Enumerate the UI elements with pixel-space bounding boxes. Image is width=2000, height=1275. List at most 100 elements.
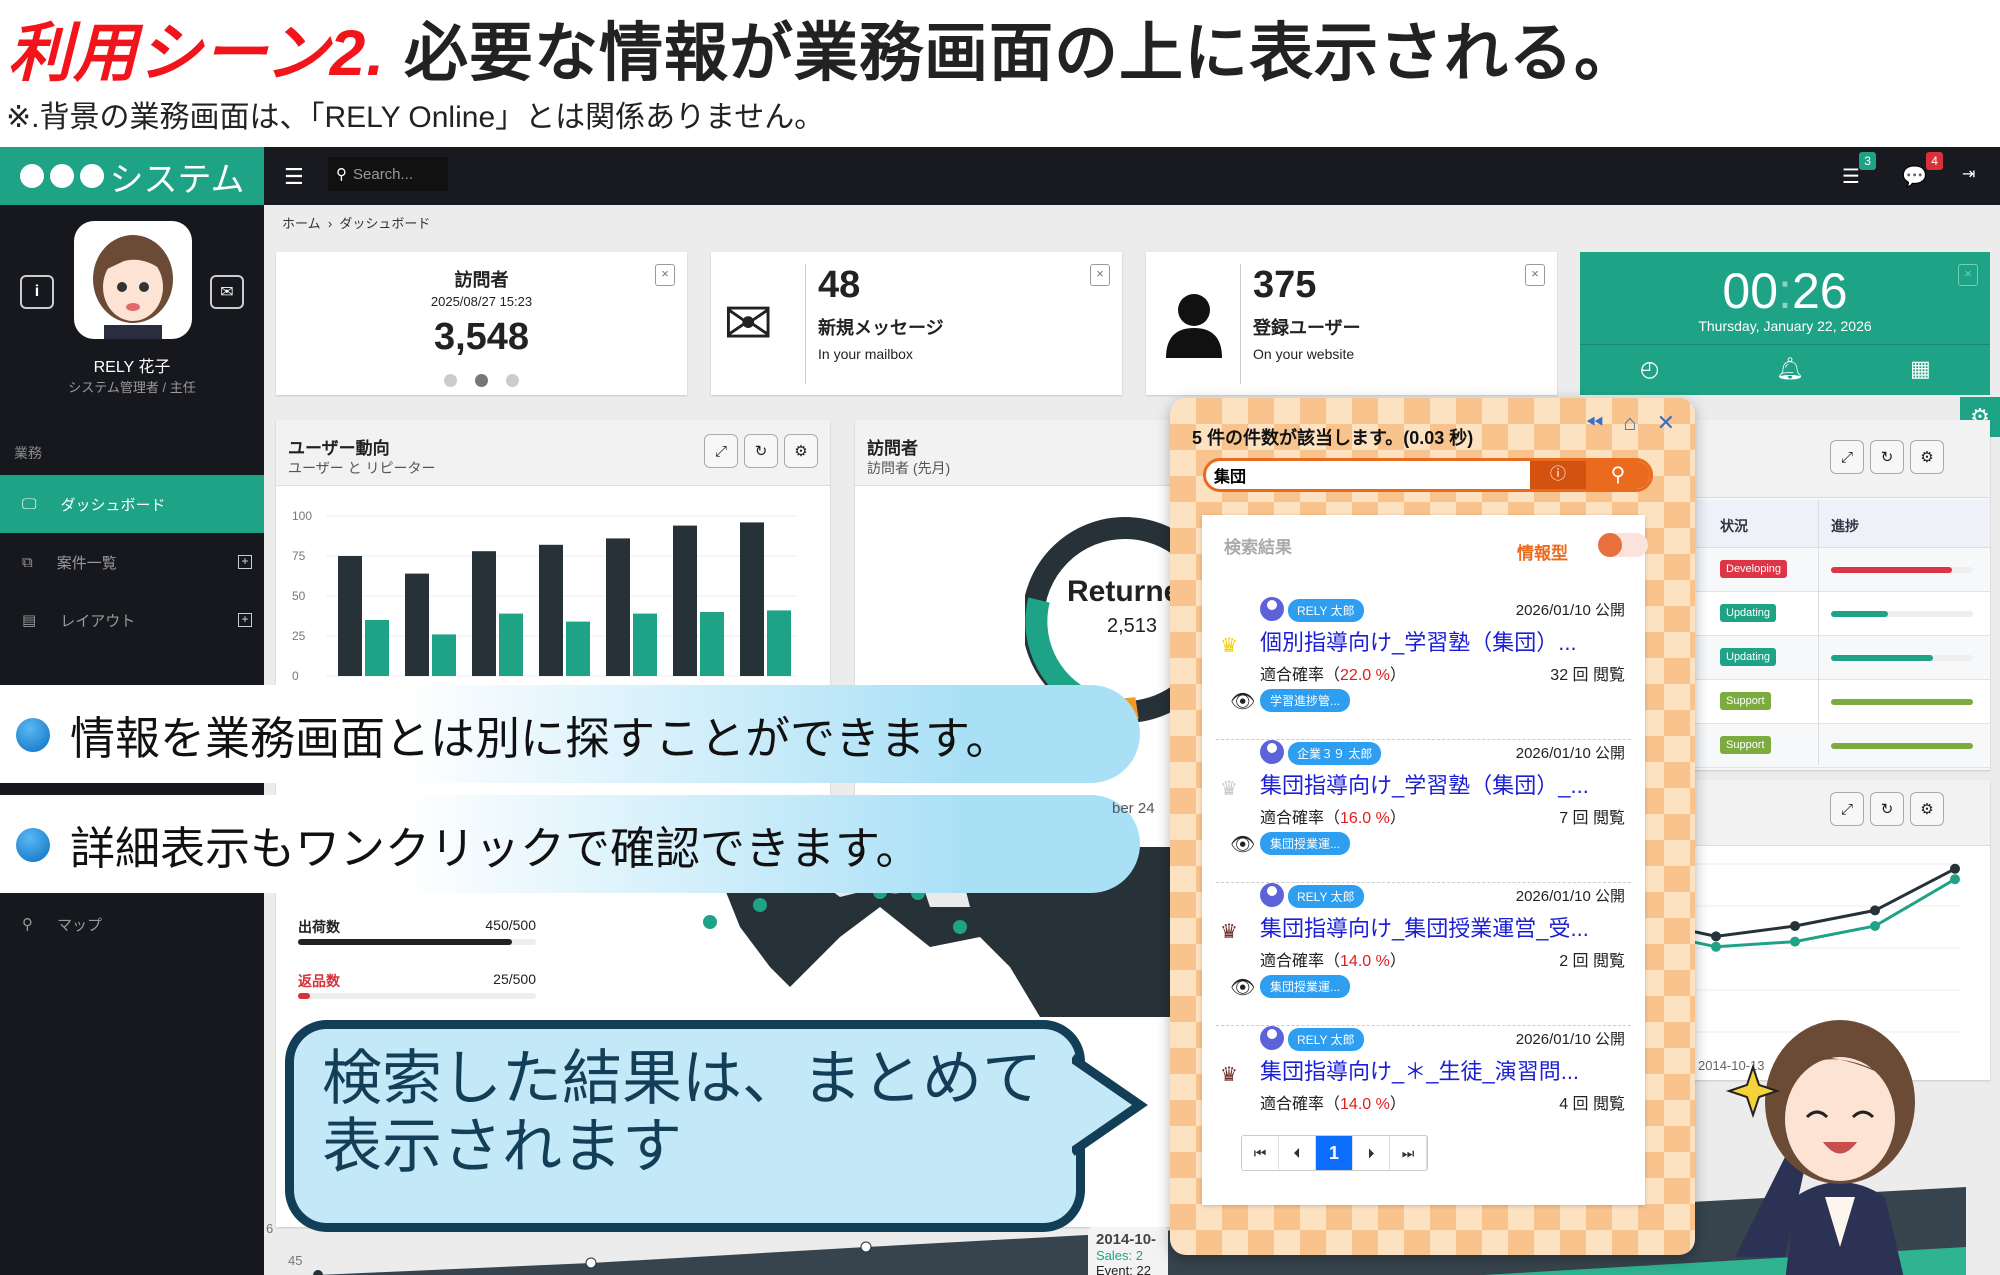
bell-icon[interactable]: 🔔︎: [1776, 356, 1804, 381]
result-title-link[interactable]: 集団指導向け_集団授業運営_受...: [1260, 916, 1589, 941]
home-icon[interactable]: ⌂: [1623, 410, 1637, 435]
bar: [566, 621, 590, 676]
carousel-dots[interactable]: [444, 374, 519, 387]
profile: i ✉ RELY 花子 システム管理者 / 主任: [0, 205, 264, 405]
bar: [606, 538, 630, 676]
result-title-link[interactable]: 個別指導向け_学習塾（集団）...: [1260, 630, 1577, 655]
progress-fill: [1831, 655, 1934, 661]
info-type-toggle[interactable]: [1598, 533, 1648, 557]
gear-icon[interactable]: ⚙: [1910, 792, 1944, 826]
y-tick-label: 0: [292, 669, 299, 683]
expand-icon[interactable]: ⤢: [704, 434, 738, 468]
sidebar-item-projects[interactable]: ⧉ 案件一覧 +: [0, 533, 264, 591]
mail-icon[interactable]: ✉: [210, 275, 244, 309]
close-icon[interactable]: ×: [1525, 264, 1545, 286]
publish-date: 2026/01/10 公開: [1515, 602, 1625, 619]
copy-icon: ⧉: [22, 553, 33, 571]
logo[interactable]: システム: [0, 147, 264, 205]
expand-icon[interactable]: ⤢: [1830, 792, 1864, 826]
breadcrumb-home[interactable]: ホーム: [282, 216, 321, 231]
messages-badge: 4: [1926, 152, 1943, 170]
menu-toggle-icon[interactable]: ☰: [284, 164, 304, 189]
info-button[interactable]: ⓘ: [1530, 461, 1586, 489]
panel-subtitle: 訪問者 (先月): [867, 460, 951, 476]
tag-badge[interactable]: 集団授業運...: [1260, 832, 1351, 855]
popup-search-field: ⓘ ⚲: [1203, 458, 1653, 492]
sidebar-item-layout[interactable]: ▤ レイアウト +: [0, 591, 264, 649]
sidebar-item-dashboard[interactable]: 🖵 ダッシュボード: [0, 475, 264, 533]
calendar-icon[interactable]: ▦: [1910, 356, 1931, 381]
rate-close: ）: [1389, 953, 1406, 970]
progress-bar: [1831, 567, 1973, 573]
expand-icon[interactable]: +: [238, 613, 252, 627]
tasks-icon[interactable]: ☰ 3: [1842, 152, 1876, 189]
close-icon[interactable]: ×: [1958, 264, 1978, 286]
gear-icon[interactable]: ⚙: [784, 434, 818, 468]
sidebar-item-label: 案件一覧: [56, 554, 117, 572]
result-title-link[interactable]: 集団指導向け_＊_生徒_演習問...: [1260, 1059, 1580, 1084]
sidebar-item-map[interactable]: ⚲ マップ: [0, 895, 264, 953]
chart-tooltip: 2014-10- Sales: 2 Event: 22: [1088, 1227, 1168, 1275]
refresh-icon[interactable]: ↻: [744, 434, 778, 468]
gear-icon[interactable]: ⚙: [1910, 440, 1944, 474]
card-label: 登録ユーザー: [1253, 318, 1361, 338]
close-icon[interactable]: ×: [1090, 264, 1110, 286]
search-placeholder: Search...: [353, 165, 414, 183]
panel-title: 訪問者: [867, 439, 918, 458]
result-item[interactable]: RELY 太郎 2026/01/10 公開 ♛ 集団指導向け_＊_生徒_演習問.…: [1202, 1026, 1645, 1169]
map-marker: [953, 920, 967, 934]
bullet-icon: [16, 828, 50, 862]
prev-page-button[interactable]: ⏴: [1279, 1136, 1316, 1170]
data-point: [1711, 941, 1721, 952]
result-item[interactable]: RELY 太郎 2026/01/10 公開 ♛ 集団指導向け_集団授業運営_受.…: [1202, 883, 1645, 1026]
x-axis-label: 2014-10-13: [1698, 1058, 1765, 1073]
first-page-button[interactable]: ⏮: [1242, 1136, 1279, 1170]
refresh-icon[interactable]: ↻: [1870, 440, 1904, 474]
status-badge: Updating: [1720, 604, 1777, 622]
next-page-button[interactable]: ⏵: [1353, 1136, 1390, 1170]
match-rate: 適合確率（16.0 %）: [1260, 804, 1406, 828]
search-button[interactable]: ⚲: [1586, 461, 1650, 489]
close-icon[interactable]: ×: [655, 264, 675, 286]
author-badge: RELY 太郎: [1288, 885, 1364, 908]
visitors-date-label: ber 24: [1112, 800, 1155, 817]
bar: [673, 525, 697, 676]
clock-icon[interactable]: ◴: [1640, 356, 1660, 381]
eye-icon[interactable]: 👁︎: [1230, 977, 1256, 999]
match-rate: 適合確率（14.0 %）: [1260, 947, 1406, 971]
messages-icon[interactable]: 💬 4: [1902, 152, 1943, 189]
expand-icon[interactable]: +: [238, 555, 252, 569]
returns-value: 25/500: [493, 971, 536, 987]
page-1-button[interactable]: 1: [1316, 1136, 1353, 1170]
slide-subtitle: ※.背景の業務画面は、「RELY Online」とは関係ありません。: [6, 101, 825, 134]
back-icon[interactable]: ⏪︎: [1585, 410, 1604, 435]
refresh-icon[interactable]: ↻: [1870, 792, 1904, 826]
table-row: Developing: [1660, 548, 1990, 592]
result-item[interactable]: 企業３９ 太郎 2026/01/10 公開 ♛ 集団指導向け_学習塾（集団）_.…: [1202, 740, 1645, 883]
result-item[interactable]: RELY 太郎 2026/01/10 公開 ♛ 個別指導向け_学習塾（集団）..…: [1202, 597, 1645, 740]
logout-icon[interactable]: ⇥: [1962, 166, 1976, 183]
eye-icon[interactable]: 👁︎: [1230, 691, 1256, 713]
view-count: 7 回 閲覧: [1559, 810, 1625, 827]
bubble-pointer: [1072, 1054, 1148, 1156]
result-title-link[interactable]: 集団指導向け_学習塾（集団）_...: [1260, 773, 1589, 798]
y-tick: 6: [266, 1221, 274, 1236]
expand-icon[interactable]: ⤢: [1830, 440, 1864, 474]
last-page-button[interactable]: ⏭: [1390, 1136, 1427, 1170]
eye-icon[interactable]: 👁︎: [1230, 834, 1256, 856]
popup-search-input[interactable]: [1206, 461, 1536, 489]
sidebar-item-label: レイアウト: [60, 612, 136, 630]
series-line: [1660, 877, 1956, 949]
data-point: [1790, 936, 1800, 947]
tag-badge[interactable]: 集団授業運...: [1260, 975, 1351, 998]
crown-icon: ♛: [1220, 1064, 1238, 1086]
rate-label: 適合確率（: [1260, 953, 1341, 970]
close-icon[interactable]: ✕: [1656, 410, 1675, 435]
tag-badge[interactable]: 学習進捗管...: [1260, 689, 1351, 712]
search-input[interactable]: ⚲ Search...: [328, 157, 448, 191]
info-icon[interactable]: i: [20, 275, 54, 309]
envelope-icon: ✉: [723, 290, 774, 357]
map-marker: [753, 898, 767, 912]
status-badge: Support: [1720, 736, 1771, 754]
card-date: 2025/08/27 15:23: [430, 294, 533, 309]
